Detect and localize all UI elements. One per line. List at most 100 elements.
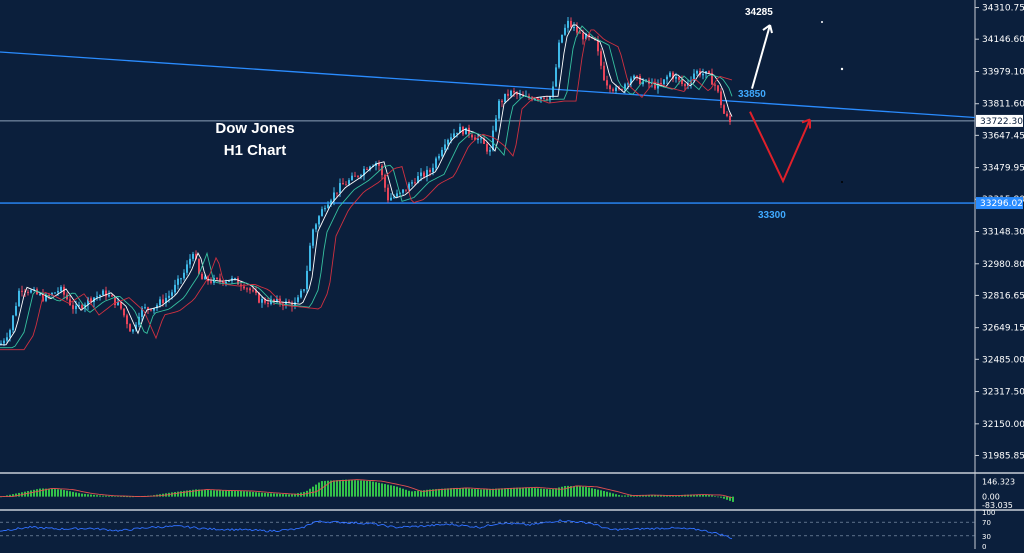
- histogram-bar: [630, 495, 632, 497]
- candle-body: [549, 96, 551, 100]
- candle-body: [195, 253, 197, 260]
- candle-body: [669, 72, 671, 77]
- candle-body: [201, 273, 203, 280]
- histogram-bar: [111, 495, 113, 497]
- candle-body: [363, 168, 365, 176]
- candle-body: [300, 290, 302, 298]
- histogram-bar: [117, 496, 119, 497]
- histogram-bar: [249, 491, 251, 497]
- histogram-bar: [711, 495, 713, 497]
- candle-body: [441, 149, 443, 157]
- candle-body: [360, 175, 362, 177]
- histogram-bar: [270, 493, 272, 497]
- histogram-bar: [171, 492, 173, 497]
- histogram-bar: [42, 488, 44, 497]
- histogram-bar: [33, 489, 35, 497]
- histogram-bar: [228, 490, 230, 497]
- histogram-bar: [243, 491, 245, 497]
- histogram-bar: [366, 480, 368, 497]
- histogram-bar: [663, 495, 665, 497]
- histogram-bar: [339, 479, 341, 497]
- histogram-bar: [693, 494, 695, 497]
- candle-body: [264, 299, 266, 303]
- histogram-bar: [504, 488, 506, 497]
- histogram-bar: [330, 480, 332, 497]
- candle-body: [636, 75, 638, 77]
- candle-body: [183, 272, 185, 279]
- candle-body: [432, 167, 434, 173]
- candle-body: [423, 172, 425, 177]
- histogram-bar: [696, 494, 698, 497]
- histogram-bar: [132, 496, 134, 498]
- histogram-tick-label: 146.323: [982, 478, 1015, 487]
- candle-body: [45, 295, 47, 301]
- histogram-bar: [261, 492, 263, 497]
- histogram-bar: [216, 490, 218, 497]
- candle-body: [348, 180, 350, 185]
- histogram-bar: [525, 487, 527, 497]
- candle-body: [357, 175, 359, 177]
- candle-body: [69, 299, 71, 306]
- candle-body: [429, 169, 431, 173]
- candle-body: [159, 299, 161, 306]
- histogram-bar: [207, 490, 209, 497]
- histogram-bar: [528, 487, 530, 497]
- candle-body: [111, 295, 113, 297]
- histogram-bar: [408, 490, 410, 497]
- candle-body: [303, 289, 305, 291]
- candle-body: [723, 105, 725, 114]
- histogram-bar: [246, 491, 248, 497]
- histogram-bar: [654, 495, 656, 497]
- candle-body: [171, 292, 173, 296]
- histogram-bar: [180, 491, 182, 497]
- histogram-bar: [108, 495, 110, 497]
- histogram-bar: [189, 490, 191, 497]
- chart-title: Dow Jones H1 Chart: [180, 118, 330, 162]
- candle-body: [207, 276, 209, 282]
- support-price-label: 33296.02: [980, 199, 1023, 209]
- histogram-bar: [441, 488, 443, 497]
- candle-body: [396, 193, 398, 197]
- candle-body: [453, 133, 455, 138]
- candle-body: [624, 84, 626, 91]
- candle-body: [294, 302, 296, 307]
- candle-body: [126, 315, 128, 325]
- histogram-bar: [48, 488, 50, 497]
- candle-body: [543, 97, 545, 99]
- histogram-bar: [324, 480, 326, 497]
- y-tick-label: 32485.00: [982, 355, 1024, 365]
- histogram-bar: [123, 496, 125, 497]
- y-tick-label: 32649.15: [982, 324, 1024, 334]
- histogram-bar: [210, 490, 212, 497]
- marker-dot: [841, 181, 843, 183]
- candle-body: [684, 83, 686, 87]
- histogram-bar: [450, 488, 452, 497]
- candle-body: [102, 290, 104, 295]
- candle-body: [177, 278, 179, 285]
- histogram-bar: [459, 488, 461, 497]
- projection-down-up-line: [749, 111, 811, 184]
- candle-body: [414, 182, 416, 184]
- candle-body: [234, 278, 236, 280]
- candle-body: [144, 307, 146, 309]
- y-tick-label: 33811.60: [982, 100, 1024, 110]
- candle-body: [600, 51, 602, 66]
- candle-body: [99, 294, 101, 297]
- candle-body: [621, 89, 623, 91]
- candle-body: [504, 93, 506, 103]
- histogram-bar: [102, 495, 104, 497]
- candle-body: [570, 20, 572, 28]
- candle-body: [585, 34, 587, 40]
- candle-body: [366, 168, 368, 170]
- candle-body: [186, 264, 188, 273]
- candle-body: [507, 93, 509, 96]
- candle-body: [411, 182, 413, 184]
- histogram-bar: [78, 493, 80, 497]
- histogram-bar: [477, 489, 479, 497]
- candle-body: [672, 72, 674, 79]
- candle-body: [96, 296, 98, 298]
- candle-body: [387, 187, 389, 201]
- histogram-bar: [312, 486, 314, 497]
- histogram-bar: [438, 488, 440, 497]
- histogram-bar: [375, 482, 377, 497]
